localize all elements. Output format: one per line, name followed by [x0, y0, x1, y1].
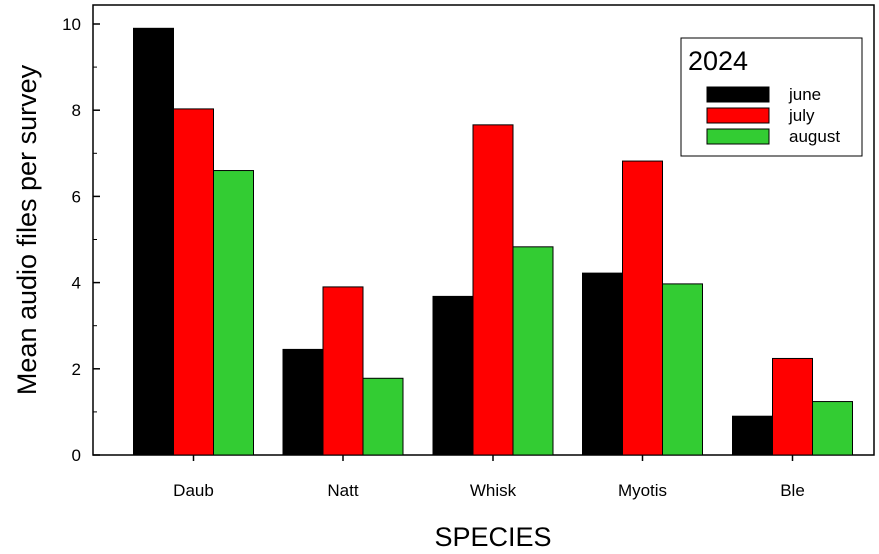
bar-natt-june: [282, 348, 324, 456]
bar-ble-july: [772, 357, 813, 456]
legend-swatch-june: [706, 86, 770, 103]
y-tick-label: 0: [72, 446, 81, 465]
bar-whisk-june: [432, 295, 474, 456]
x-axis-title: SPECIES: [434, 522, 551, 552]
legend-swatch-july: [706, 107, 770, 124]
y-tick-label: 6: [72, 187, 81, 206]
x-tick-label-ble: Ble: [780, 481, 805, 500]
bar-ble-june: [732, 415, 773, 456]
legend: 2024 june july august: [680, 37, 863, 157]
bar-myotis-august: [662, 283, 703, 456]
legend-title: 2024: [688, 46, 748, 76]
bar-myotis-june: [582, 272, 623, 456]
y-axis-title: Mean audio files per survey: [12, 64, 42, 395]
x-axis: Daub Natt Whisk Myotis Ble: [173, 455, 805, 500]
x-tick-label-whisk: Whisk: [470, 481, 517, 500]
y-tick-label: 8: [72, 101, 81, 120]
bar-natt-july: [322, 286, 364, 456]
y-tick-label: 10: [62, 15, 81, 34]
bar-ble-august: [812, 401, 853, 456]
y-axis: 0 2 4 6 8 10: [62, 15, 100, 465]
x-tick-label-natt: Natt: [327, 481, 358, 500]
legend-label-august: august: [789, 127, 840, 146]
x-tick-label-myotis: Myotis: [618, 481, 667, 500]
bar-whisk-august: [512, 246, 554, 456]
legend-label-july: july: [788, 106, 815, 125]
legend-label-june: june: [788, 85, 821, 104]
bar-whisk-july: [472, 124, 514, 456]
x-tick-label-daub: Daub: [173, 481, 214, 500]
bar-natt-august: [362, 377, 404, 456]
bar-myotis-july: [622, 160, 663, 456]
y-tick-label: 4: [72, 274, 81, 293]
bar-daub-june: [133, 27, 174, 456]
legend-items: june july august: [706, 85, 840, 146]
bar-daub-august: [213, 170, 254, 456]
bar-daub-july: [173, 108, 214, 456]
legend-swatch-august: [706, 128, 770, 145]
y-tick-label: 2: [72, 360, 81, 379]
